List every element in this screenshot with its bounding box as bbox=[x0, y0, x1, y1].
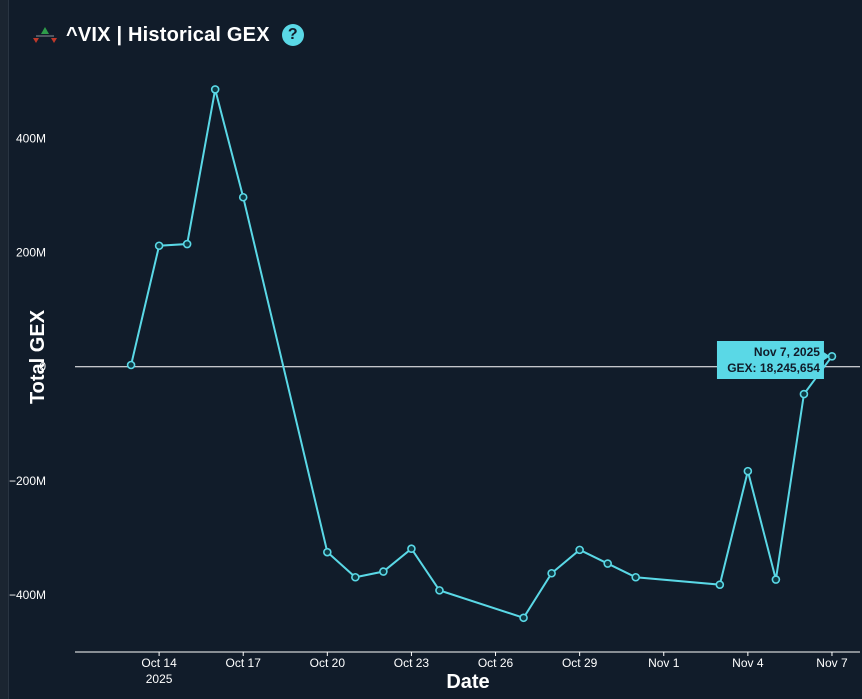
x-axis-title: Date bbox=[446, 671, 489, 693]
y-tick-label: 400M bbox=[16, 131, 46, 145]
chart-header: ^VIX | Historical GEX ? bbox=[32, 20, 304, 50]
x-tick-label: Oct 23 bbox=[394, 656, 430, 670]
y-tick-label: −200M bbox=[9, 474, 46, 488]
data-point bbox=[238, 192, 248, 202]
data-point bbox=[771, 575, 781, 584]
data-point bbox=[603, 559, 612, 568]
x-tick-label: Oct 20 bbox=[310, 656, 346, 670]
y-axis-title: Total GEX bbox=[27, 309, 49, 404]
data-point bbox=[379, 567, 388, 576]
data-point bbox=[743, 466, 753, 476]
up-down-arrows-icon bbox=[32, 25, 58, 45]
data-point bbox=[323, 547, 332, 557]
x-tick-sublabel: 2025 bbox=[146, 672, 173, 686]
data-point bbox=[407, 544, 416, 554]
hover-tooltip-box bbox=[716, 341, 830, 379]
data-point bbox=[575, 545, 584, 555]
data-point bbox=[799, 389, 809, 399]
y-tick-label: 0 bbox=[39, 360, 46, 374]
data-point bbox=[210, 85, 220, 94]
y-tick-label: 200M bbox=[16, 246, 46, 260]
data-point bbox=[351, 572, 360, 582]
x-tick-label: Nov 4 bbox=[732, 656, 764, 670]
x-tick-label: Nov 7 bbox=[816, 656, 848, 670]
data-point bbox=[715, 580, 725, 589]
data-point bbox=[154, 241, 164, 251]
x-tick-label: Oct 26 bbox=[478, 656, 514, 670]
x-tick-label: Oct 17 bbox=[226, 656, 262, 670]
data-point bbox=[435, 586, 444, 595]
page-title: ^VIX | Historical GEX bbox=[66, 23, 270, 46]
help-icon[interactable]: ? bbox=[281, 24, 304, 46]
tooltip-value: GEX: 18,245,654 bbox=[727, 361, 820, 375]
x-tick-label: Nov 1 bbox=[648, 656, 680, 670]
data-point bbox=[126, 360, 136, 370]
data-point bbox=[631, 572, 641, 582]
tooltip-date: Nov 7, 2025 bbox=[754, 345, 820, 359]
x-tick-label: Oct 14 bbox=[141, 656, 177, 670]
data-point bbox=[519, 613, 528, 623]
series-line bbox=[130, 89, 833, 619]
y-tick-label: −400M bbox=[9, 588, 46, 602]
data-point bbox=[547, 568, 556, 578]
x-tick-label: Oct 29 bbox=[562, 656, 598, 670]
data-point bbox=[182, 239, 192, 249]
